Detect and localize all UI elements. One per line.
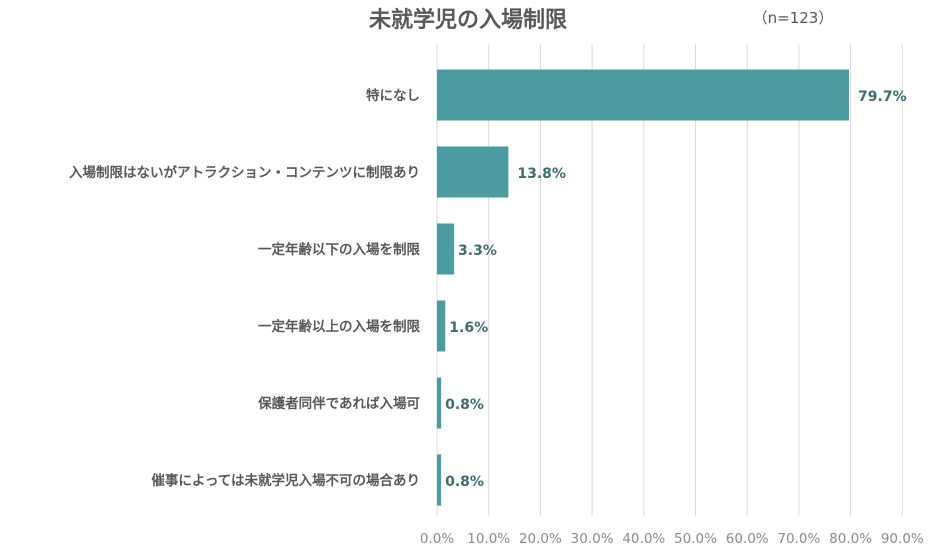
data-label: 3.3% [458,243,497,259]
x-tick-label: 60.0% [726,531,769,544]
category-label: 一定年齢以下の入場を制限 [258,241,420,258]
bar [437,69,850,121]
bar [437,223,455,275]
category-label: 催事によっては未就学児入場不可の場合あり [151,472,420,489]
x-tick-label: 80.0% [829,531,872,544]
data-label: 0.8% [445,397,484,413]
x-tick-label: 0.0% [420,531,454,544]
x-tick-label: 10.0% [467,531,510,544]
bar [437,377,442,429]
category-label: 保護者同伴であれば入場可 [257,395,420,412]
category-label: 入場制限はないがアトラクション・コンテンツに制限あり [69,164,420,181]
x-tick-label: 20.0% [519,531,562,544]
gridlines [436,44,903,516]
x-tick-label: 50.0% [674,531,717,544]
chart-title: 未就学児の入場制限 [369,7,567,33]
x-tick-label: 40.0% [622,531,665,544]
sample-size-note: （n=123） [753,9,834,27]
data-label: 0.8% [445,474,484,490]
data-label: 13.8% [517,166,566,182]
labels: 0.0% 10.0% 20.0% 30.0% 40.0% 50.0% 60.0% 70.0% 8… [69,87,924,544]
data-label: 79.7% [858,89,907,105]
x-tick-label: 90.0% [881,531,924,544]
data-label: 1.6% [449,320,488,336]
bars [437,69,850,506]
x-tick-label: 70.0% [777,531,820,544]
bar [437,146,509,198]
x-tick-label: 30.0% [571,531,614,544]
bar [437,300,446,352]
category-label: 特になし [366,87,420,104]
category-label: 一定年齢以上の入場を制限 [258,318,420,335]
bar [437,454,442,506]
